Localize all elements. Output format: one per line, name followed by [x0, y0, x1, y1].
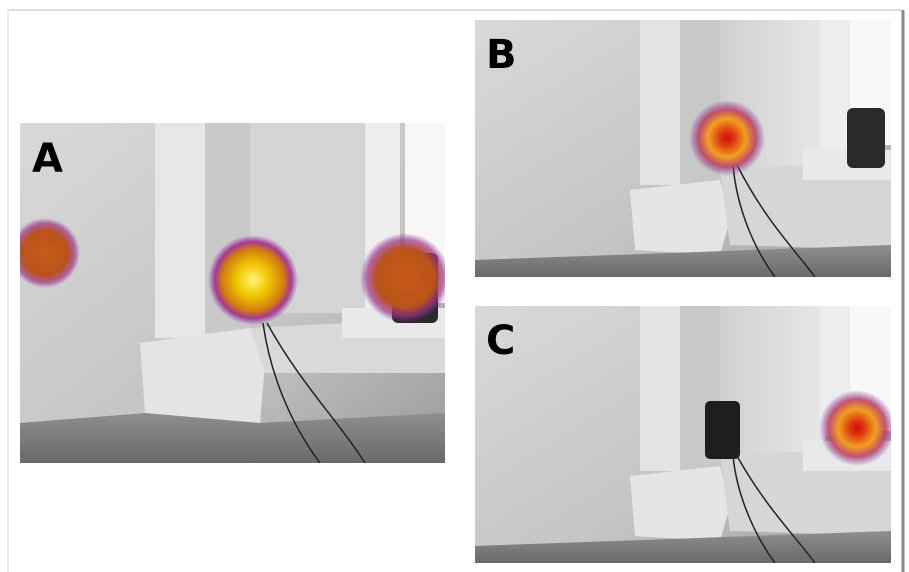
- panel-label: A: [32, 136, 63, 182]
- panel-label: C: [486, 318, 515, 364]
- photo-b: [475, 20, 891, 277]
- photo-c: [475, 306, 891, 563]
- panel-label: B: [486, 32, 517, 78]
- photo-a: [20, 123, 445, 463]
